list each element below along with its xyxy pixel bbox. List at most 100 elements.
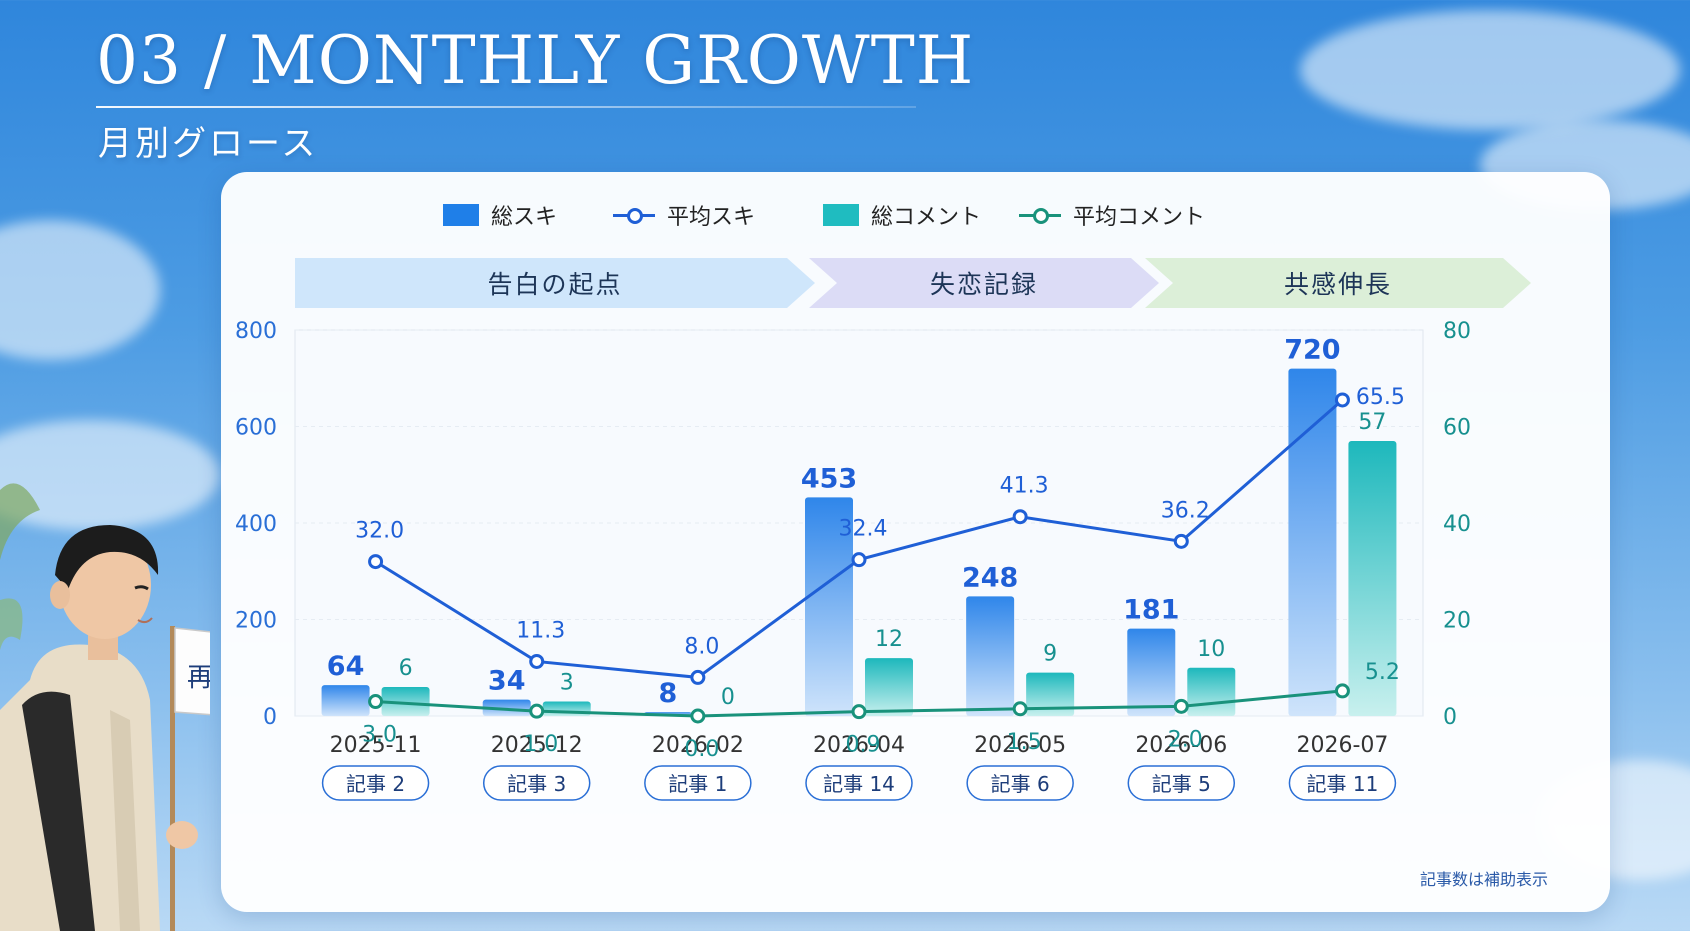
cloud bbox=[1300, 10, 1680, 130]
chart-footnote: 記事数は補助表示 bbox=[1419, 870, 1548, 889]
bar-total-likes bbox=[805, 497, 853, 716]
avg-comments-data-label: 5.2 bbox=[1365, 660, 1400, 685]
y-left-tick-label: 200 bbox=[235, 609, 277, 634]
avg-comments-point bbox=[529, 703, 545, 719]
avg-likes-point bbox=[368, 554, 384, 570]
legend-total-comments: 総コメント bbox=[823, 198, 981, 232]
cloud bbox=[0, 420, 220, 530]
y-right-tick-label: 20 bbox=[1443, 609, 1471, 634]
avg-likes-data-label: 36.2 bbox=[1161, 498, 1210, 523]
character-illustration: 再出発 bbox=[0, 483, 210, 931]
article-count-label: 記事 6 bbox=[991, 772, 1050, 796]
bar-total-comments bbox=[1187, 667, 1236, 716]
avg-likes-data-label: 65.5 bbox=[1356, 385, 1405, 410]
y-right-tick-label: 80 bbox=[1443, 319, 1471, 344]
y-left-tick-label: 600 bbox=[235, 416, 277, 441]
avg-comments-point bbox=[1334, 683, 1350, 699]
x-tick-label: 2026-04 bbox=[813, 733, 905, 758]
article-count-label: 記事 1 bbox=[668, 772, 727, 796]
title-underline bbox=[96, 106, 916, 108]
article-count-badge bbox=[482, 765, 591, 801]
y-left-tick-label: 0 bbox=[263, 705, 277, 730]
avg-likes-point bbox=[851, 552, 867, 568]
phase-label: 共感伸長 bbox=[1283, 270, 1392, 299]
phase-arrow-shape bbox=[809, 258, 1159, 308]
y-right-tick-label: 60 bbox=[1443, 416, 1471, 441]
avg-likes-point bbox=[690, 669, 706, 685]
data-label-total-comments: 3 bbox=[560, 671, 574, 696]
y-left-tick-label: 800 bbox=[235, 319, 277, 344]
data-label-total-comments: 9 bbox=[1043, 642, 1057, 667]
avg-likes-point bbox=[1334, 392, 1350, 408]
avg-comments-point bbox=[1012, 701, 1028, 717]
phase-banner-3: 共感伸長 bbox=[1145, 258, 1531, 308]
avg-likes-point bbox=[1173, 533, 1189, 549]
avg-comments-data-label: 1.5 bbox=[1007, 730, 1042, 755]
legend-bar-swatch bbox=[823, 204, 859, 226]
x-tick-label: 2026-02 bbox=[652, 733, 744, 758]
phase-arrow-shape bbox=[1145, 258, 1531, 308]
article-count-badge bbox=[1127, 765, 1236, 801]
cloud bbox=[0, 220, 160, 360]
flag-text: 再出発 bbox=[187, 663, 210, 693]
data-label-total-comments: 57 bbox=[1358, 410, 1386, 435]
legend-total-likes: 総スキ bbox=[443, 198, 557, 232]
y-left-tick-label: 400 bbox=[235, 512, 277, 537]
avg-likes-data-label: 41.3 bbox=[1000, 474, 1049, 499]
data-label-total-likes: 8 bbox=[658, 678, 677, 709]
data-label-total-comments: 10 bbox=[1197, 637, 1225, 662]
phase-arrow-shape bbox=[295, 258, 815, 308]
x-tick-label: 2025-12 bbox=[491, 733, 583, 758]
bar-total-comments bbox=[865, 658, 913, 716]
bar-total-likes bbox=[1127, 628, 1176, 716]
y-right-tick-label: 0 bbox=[1443, 705, 1457, 730]
avg-likes-point bbox=[529, 653, 545, 669]
legend-line-swatch bbox=[1019, 204, 1061, 226]
y-right-tick-label: 40 bbox=[1443, 512, 1471, 537]
legend-label: 平均スキ bbox=[667, 205, 756, 230]
phase-banner-2: 失恋記録 bbox=[809, 258, 1159, 308]
data-label-total-likes: 34 bbox=[488, 666, 526, 697]
article-count-badge bbox=[321, 765, 430, 801]
avg-likes-data-label: 32.0 bbox=[355, 519, 404, 544]
page-title: 03 / MONTHLY GROWTH bbox=[96, 22, 975, 99]
data-label-total-comments: 6 bbox=[399, 656, 413, 681]
bar-total-comments bbox=[1026, 672, 1075, 716]
avg-comments-data-label: 0.0 bbox=[684, 737, 719, 762]
x-tick-label: 2026-07 bbox=[1296, 733, 1388, 758]
article-count-label: 記事 11 bbox=[1307, 772, 1379, 796]
legend-avg-comments: 平均コメント bbox=[1019, 198, 1205, 232]
legend-bar-swatch bbox=[443, 204, 479, 226]
page-subtitle: 月別グロース bbox=[98, 124, 319, 164]
article-count-badge bbox=[966, 765, 1074, 801]
bar-total-likes bbox=[1288, 368, 1337, 716]
avg-comments-point bbox=[368, 694, 384, 710]
legend-label: 平均コメント bbox=[1073, 205, 1206, 230]
data-label-total-likes: 64 bbox=[327, 651, 365, 682]
chart-legend: 総スキ 平均スキ 総コメント 平均コメント bbox=[221, 198, 1610, 232]
article-count-label: 記事 2 bbox=[346, 772, 405, 796]
chart-panel: 総スキ 平均スキ 総コメント 平均コメント 告白の起点 失恋記録 共感伸長 bbox=[221, 172, 1610, 912]
avg-comments-data-label: 2.0 bbox=[1168, 727, 1203, 752]
phase-label: 失恋記録 bbox=[929, 270, 1038, 299]
avg-comments-point bbox=[851, 704, 867, 720]
avg-comments-data-label: 1.0 bbox=[523, 732, 558, 757]
avg-comments-data-label: 0.9 bbox=[846, 733, 881, 758]
article-count-badge bbox=[644, 765, 752, 801]
avg-likes-data-label: 11.3 bbox=[516, 618, 565, 643]
legend-line-swatch bbox=[613, 204, 655, 226]
bar-total-likes bbox=[482, 699, 531, 716]
article-count-label: 記事 14 bbox=[823, 772, 895, 796]
bar-total-likes bbox=[966, 596, 1015, 716]
avg-comments-point bbox=[690, 708, 706, 724]
legend-avg-likes: 平均スキ bbox=[613, 198, 755, 232]
data-label-total-likes: 181 bbox=[1123, 595, 1179, 626]
bar-total-comments bbox=[381, 687, 430, 716]
x-tick-label: 2026-05 bbox=[974, 733, 1066, 758]
bar-total-comments bbox=[1348, 440, 1397, 716]
data-label-total-likes: 720 bbox=[1284, 335, 1340, 366]
data-label-total-comments: 0 bbox=[721, 685, 735, 710]
bar-total-likes bbox=[321, 685, 370, 716]
data-label-total-likes: 453 bbox=[801, 463, 857, 494]
